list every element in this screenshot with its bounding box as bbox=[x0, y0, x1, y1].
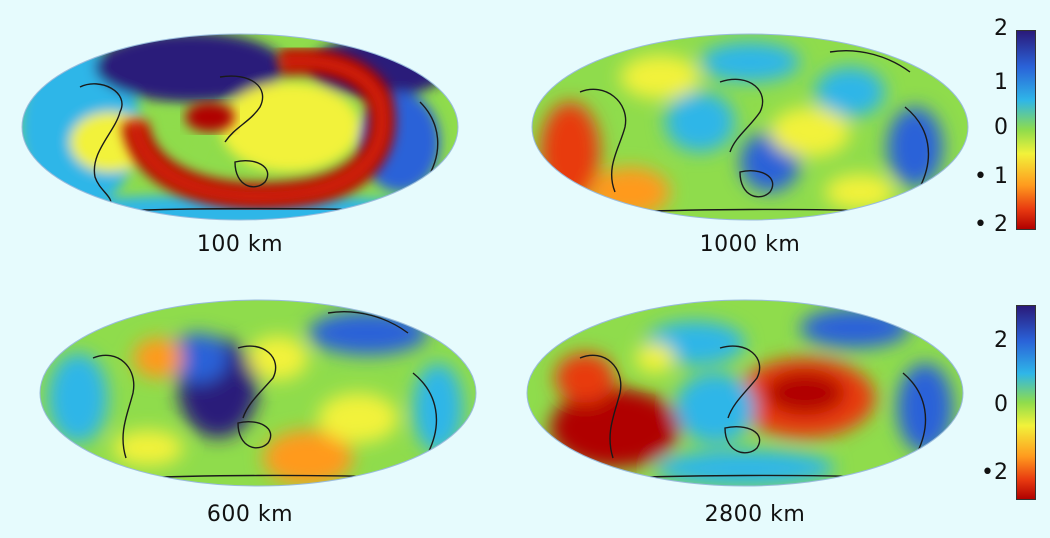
colorbar-bottom-tick-neg2: •2 bbox=[981, 460, 1008, 485]
tomography-map-600km bbox=[38, 298, 478, 488]
depth-label-1000km: 1000 km bbox=[699, 232, 801, 257]
depth-label-2800km: 2800 km bbox=[704, 502, 806, 527]
colorbar-top-tick-neg2: • 2 bbox=[974, 212, 1008, 237]
tomography-map-100km bbox=[20, 32, 460, 222]
depth-label-100km: 100 km bbox=[196, 232, 284, 257]
colorbar-bottom bbox=[1016, 305, 1036, 500]
colorbar-top-tick-neg1: • 1 bbox=[974, 164, 1008, 189]
colorbar-top-tick-1: 1 bbox=[994, 70, 1008, 95]
colorbar-top bbox=[1016, 30, 1036, 230]
tomography-map-1000km bbox=[530, 32, 970, 222]
colorbar-top-tick-2: 2 bbox=[994, 16, 1008, 41]
colorbar-top-tick-0: 0 bbox=[994, 115, 1008, 140]
colorbar-bottom-tick-2: 2 bbox=[994, 328, 1008, 353]
colorbar-bottom-tick-0: 0 bbox=[994, 392, 1008, 417]
depth-label-600km: 600 km bbox=[206, 502, 294, 527]
tomography-map-2800km bbox=[525, 298, 965, 488]
